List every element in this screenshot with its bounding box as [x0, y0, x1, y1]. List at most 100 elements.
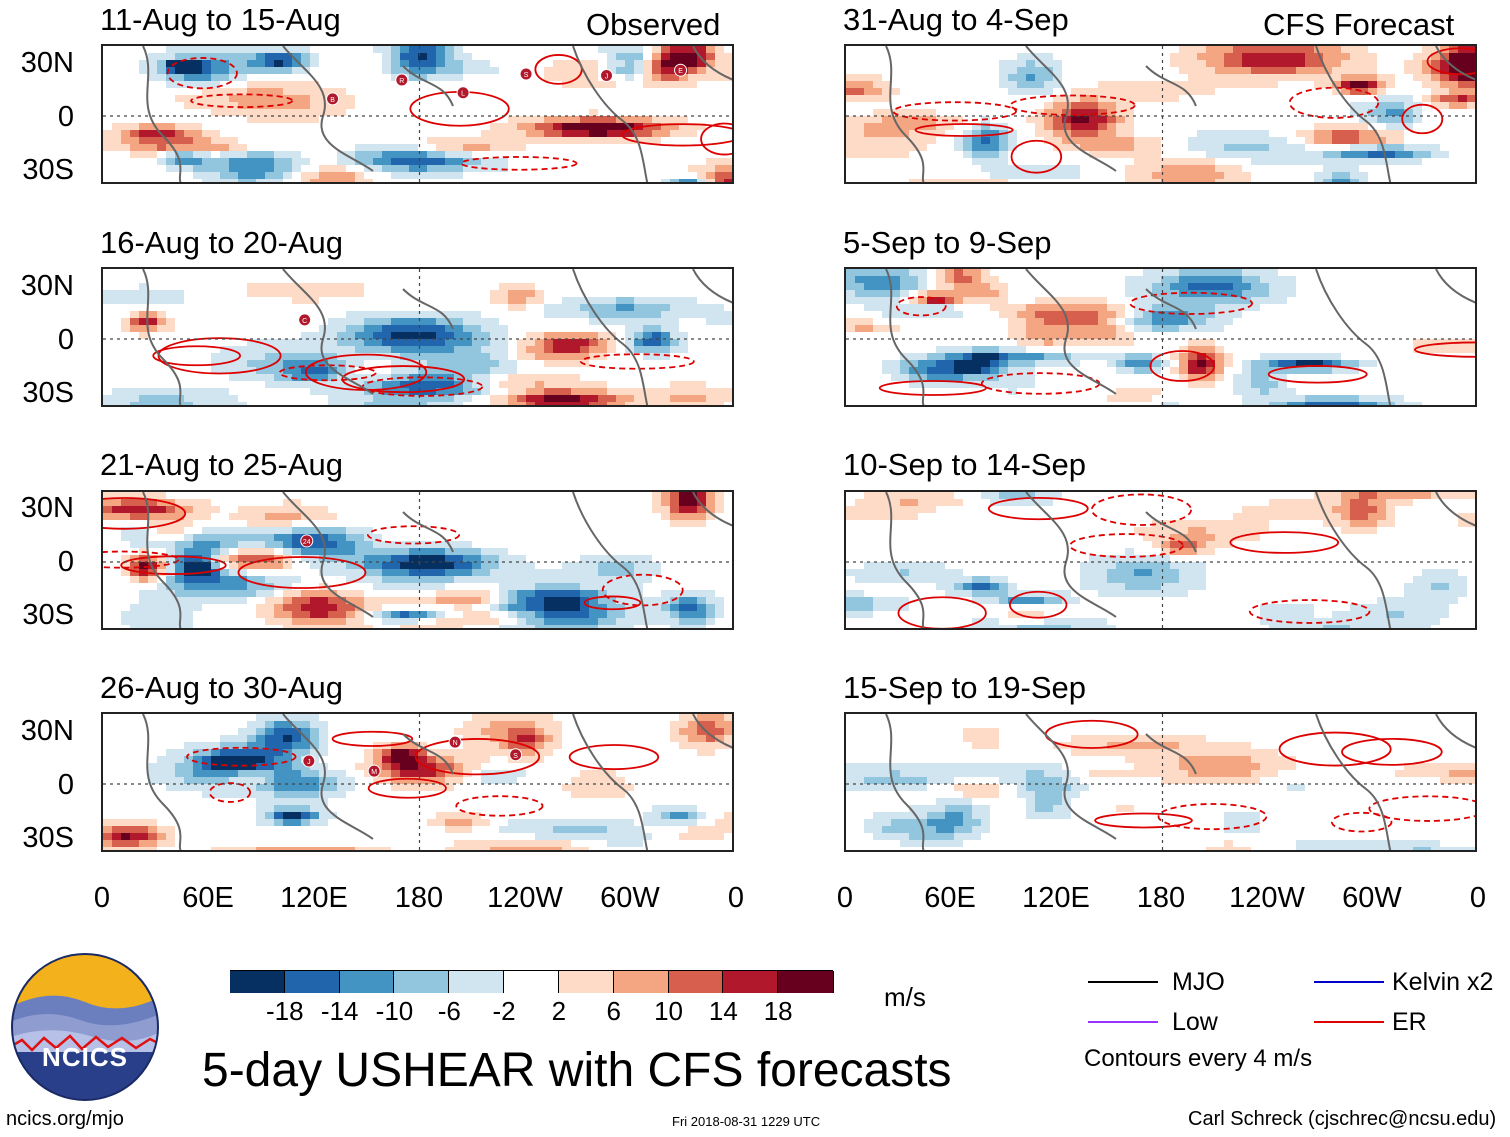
- heatmap-cell: [229, 576, 239, 584]
- heatmap-cell: [130, 604, 140, 612]
- heatmap-cell: [472, 583, 482, 591]
- heatmap-cell: [688, 374, 698, 382]
- heatmap-cell: [706, 583, 716, 591]
- heatmap-cell: [661, 492, 671, 500]
- heatmap-cell: [427, 172, 437, 180]
- heatmap-cell: [346, 728, 356, 736]
- heatmap-cell: [283, 144, 293, 152]
- heatmap-cell: [481, 756, 491, 764]
- heatmap-cell: [733, 367, 734, 375]
- heatmap-cell: [616, 763, 626, 771]
- heatmap-cell: [310, 562, 320, 570]
- heatmap-cell: [643, 311, 653, 319]
- heatmap-cell: [463, 583, 473, 591]
- heatmap-cell: [148, 269, 158, 277]
- heatmap-cell: [328, 179, 338, 182]
- heatmap-cell: [265, 513, 275, 521]
- heatmap-cell: [193, 144, 203, 152]
- heatmap-cell: [688, 576, 698, 584]
- heatmap-cell: [211, 590, 221, 598]
- heatmap-cell: [481, 527, 491, 535]
- heatmap-cell: [715, 276, 725, 284]
- heatmap-cell: [121, 339, 131, 347]
- heatmap-cell: [139, 367, 149, 375]
- heatmap-cell: [310, 534, 320, 542]
- heatmap-cell: [373, 541, 383, 549]
- heatmap-cell: [301, 520, 311, 528]
- heatmap-cell: [490, 576, 500, 584]
- heatmap-cell: [517, 95, 527, 103]
- heatmap-cell: [634, 109, 644, 117]
- heatmap-cell: [697, 290, 707, 298]
- heatmap-cell: [670, 534, 680, 542]
- heatmap-cell: [517, 402, 527, 405]
- heatmap-cell: [616, 151, 626, 159]
- heatmap-cell: [697, 611, 707, 619]
- heatmap-cell: [661, 714, 671, 722]
- heatmap-cell: [625, 513, 635, 521]
- heatmap-cell: [346, 569, 356, 577]
- heatmap-cell: [598, 499, 608, 507]
- heatmap-cell: [238, 353, 248, 361]
- heatmap-cell: [364, 367, 374, 375]
- heatmap-cell: [697, 283, 707, 291]
- heatmap-cell: [652, 576, 662, 584]
- heatmap-cell: [130, 172, 140, 180]
- heatmap-cell: [247, 290, 257, 298]
- heatmap-cell: [436, 555, 446, 563]
- heatmap-cell: [220, 735, 230, 743]
- heatmap-cell: [481, 492, 491, 500]
- heatmap-cell: [292, 339, 302, 347]
- heatmap-cell: [355, 304, 365, 312]
- heatmap-cell: [166, 67, 176, 75]
- heatmap-cell: [382, 137, 392, 145]
- heatmap-cell: [274, 137, 284, 145]
- heatmap-cell: [571, 109, 581, 117]
- heatmap-cell: [130, 388, 140, 396]
- heatmap-cell: [193, 290, 203, 298]
- heatmap-cell: [598, 728, 608, 736]
- heatmap-cell: [319, 123, 329, 131]
- heatmap-cell: [562, 304, 572, 312]
- heatmap-cell: [472, 332, 482, 340]
- heatmap-cell: [328, 158, 338, 166]
- heatmap-cell: [175, 144, 185, 152]
- heatmap-cell: [688, 137, 698, 145]
- heatmap-cell: [418, 499, 428, 507]
- heatmap-cell: [157, 276, 167, 284]
- heatmap-cell: [319, 770, 329, 778]
- heatmap-cell: [724, 346, 732, 354]
- heatmap-cell: [202, 130, 212, 138]
- heatmap-cell: [535, 332, 545, 340]
- heatmap-cell: [310, 492, 320, 500]
- heatmap-cell: [418, 137, 428, 145]
- heatmap-cell: [121, 332, 131, 340]
- heatmap-cell: [697, 506, 707, 514]
- heatmap-cell: [139, 353, 149, 361]
- heatmap-cell: [283, 506, 293, 514]
- heatmap-cell: [211, 123, 221, 131]
- heatmap-cell: [301, 123, 311, 131]
- heatmap-cell: [436, 130, 446, 138]
- heatmap-cell: [454, 625, 464, 628]
- heatmap-cell: [202, 395, 212, 403]
- heatmap-cell: [733, 116, 734, 124]
- heatmap-cell: [670, 513, 680, 521]
- heatmap-cell: [238, 123, 248, 131]
- heatmap-cell: [454, 81, 464, 89]
- heatmap-cell: [490, 123, 500, 131]
- heatmap-cell: [580, 402, 590, 405]
- heatmap-cell: [661, 756, 671, 764]
- heatmap-cell: [733, 381, 734, 389]
- heatmap-cell: [346, 53, 356, 61]
- heatmap-cell: [319, 388, 329, 396]
- heatmap-cell: [202, 158, 212, 166]
- heatmap-cell: [373, 590, 383, 598]
- heatmap-cell: [427, 95, 437, 103]
- heatmap-cell: [319, 611, 329, 619]
- heatmap-cell: [193, 555, 203, 563]
- heatmap-cell: [553, 360, 563, 368]
- heatmap-cell: [580, 179, 590, 182]
- heatmap-cell: [238, 742, 248, 750]
- heatmap-cell: [256, 541, 266, 549]
